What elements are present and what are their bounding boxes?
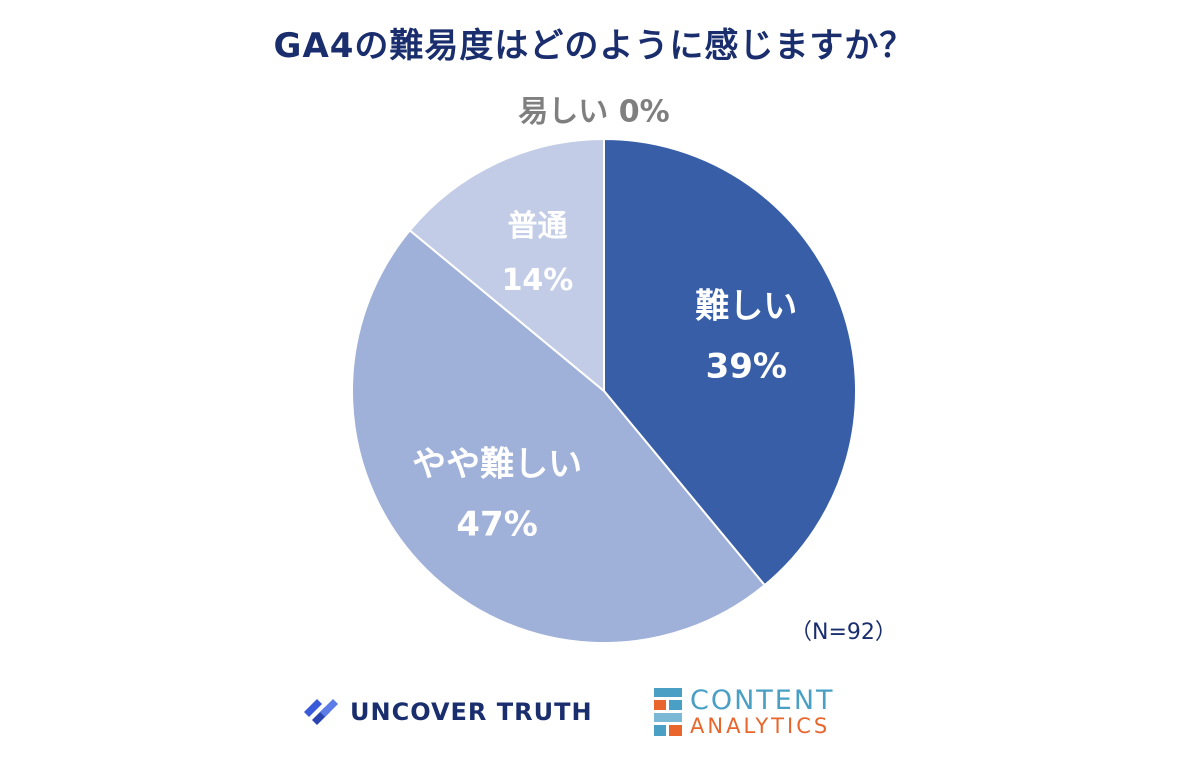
slice-value-label: 14%: [502, 263, 574, 298]
pie-slice: [351, 228, 767, 644]
slice-label: 易しい 0%: [518, 95, 669, 130]
sample-size-note: （N=92）: [790, 620, 897, 645]
content-analytics-logo-line1: CONTENT: [690, 685, 835, 716]
slice-label: 難しい: [695, 286, 797, 326]
uncover-truth-logo: UNCOVER TRUTH: [300, 692, 593, 732]
pie-slice: [408, 137, 605, 394]
uncover-truth-logo-text: UNCOVER TRUTH: [350, 698, 593, 726]
pie-slice: [603, 137, 857, 587]
uncover-truth-logo-icon: [304, 699, 338, 725]
chart-title: GA4の難易度はどのように感じますか？: [273, 26, 915, 66]
content-analytics-logo-line2: ANALYTICS: [690, 714, 831, 738]
content-analytics-logo-icon: [654, 688, 682, 736]
slice-label: やや難しい: [412, 444, 582, 484]
content-analytics-logo: CONTENT ANALYTICS: [654, 686, 835, 738]
slice-value-label: 39%: [706, 346, 787, 386]
slice-value-label: 47%: [456, 504, 537, 544]
slice-label: 普通: [507, 209, 567, 244]
